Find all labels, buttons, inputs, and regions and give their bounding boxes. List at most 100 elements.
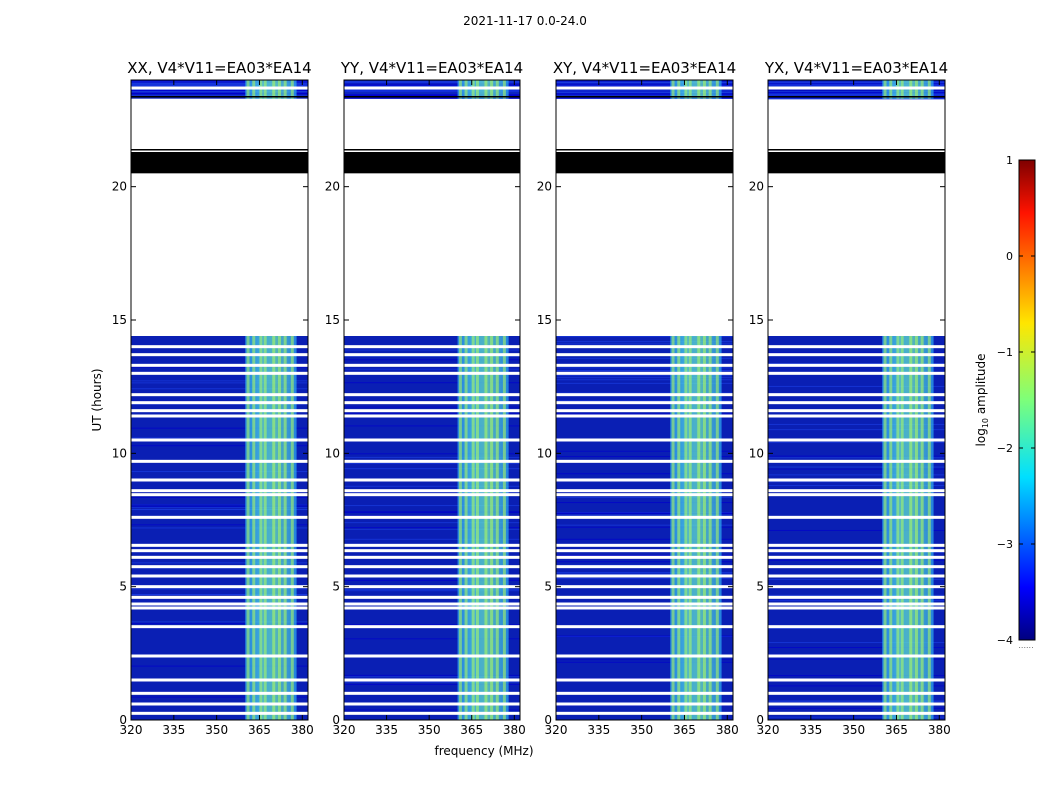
blank-line — [344, 711, 520, 715]
noise-line — [556, 91, 733, 93]
noise-line — [131, 93, 308, 95]
noise-line — [344, 590, 520, 592]
y-tick-label: 10 — [112, 446, 127, 460]
noise-line — [344, 709, 520, 711]
noise-line — [344, 684, 520, 686]
blank-line — [344, 414, 520, 418]
x-tick-label: 350 — [418, 723, 441, 737]
noise-line — [768, 642, 945, 644]
blank-line — [344, 86, 520, 90]
blank-line — [344, 409, 520, 413]
blank-line — [556, 371, 733, 375]
noise-line — [556, 90, 733, 92]
noise-line — [344, 681, 520, 683]
noise-line — [344, 624, 520, 626]
noise-line — [344, 511, 520, 513]
noise-line — [768, 84, 945, 86]
blank-line — [131, 565, 308, 569]
blank-line — [768, 606, 945, 610]
colorbar-tick-label: −3 — [997, 538, 1013, 551]
x-tick-label: 350 — [630, 723, 653, 737]
blank-line — [344, 353, 520, 357]
rfi-column — [502, 336, 506, 720]
noise-line — [556, 81, 733, 83]
noise-line — [131, 471, 308, 473]
noise-line — [768, 599, 945, 601]
noise-line — [344, 382, 520, 384]
blank-line — [556, 393, 733, 397]
noise-line — [768, 485, 945, 487]
y-tick-label: 15 — [325, 313, 340, 327]
panel-1 — [344, 80, 520, 720]
noise-line — [556, 93, 733, 95]
noise-line — [131, 388, 308, 390]
noise-line — [768, 627, 945, 629]
rfi-column — [252, 336, 256, 720]
noise-line — [768, 466, 945, 468]
rfi-column — [702, 336, 706, 720]
blank-line — [556, 678, 733, 682]
noise-line — [131, 696, 308, 698]
rfi-column — [927, 336, 931, 720]
blank-line — [131, 86, 308, 90]
noise-line — [344, 638, 520, 640]
noise-line — [556, 661, 733, 663]
noise-line — [768, 93, 945, 95]
noise-line — [556, 357, 733, 359]
blank-line — [556, 86, 733, 90]
noise-line — [344, 456, 520, 458]
noise-line — [131, 427, 308, 429]
blank-line — [344, 371, 520, 375]
noise-line — [344, 89, 520, 91]
noise-line — [768, 81, 945, 83]
noise-line — [344, 522, 520, 524]
y-tick-label: 5 — [756, 580, 764, 594]
blank-line — [768, 86, 945, 90]
noise-line — [768, 685, 945, 687]
noise-line — [768, 529, 945, 531]
noise-line — [344, 90, 520, 92]
y-tick-label: 0 — [332, 713, 340, 727]
blank-line — [556, 702, 733, 706]
blank-line — [556, 565, 733, 569]
colorbar: 1 0 −1 −2 −3 −4...... — [997, 154, 1036, 650]
noise-line — [131, 504, 308, 506]
blank-line — [768, 678, 945, 682]
noise-line — [556, 367, 733, 369]
blank-line — [556, 401, 733, 405]
blank-line — [131, 401, 308, 405]
y-tick-label: 20 — [112, 180, 127, 194]
noise-line — [131, 82, 308, 84]
noise-line — [131, 621, 308, 623]
flagged-block — [768, 152, 945, 174]
flagged-line — [768, 149, 945, 151]
noise-line — [556, 524, 733, 526]
noise-line — [768, 716, 945, 718]
rfi-column — [914, 336, 918, 720]
noise-line — [556, 343, 733, 345]
flagged-line — [556, 96, 733, 98]
noise-line — [556, 512, 733, 514]
blank-line — [344, 574, 520, 578]
blank-line — [344, 438, 520, 442]
blank-line — [344, 625, 520, 629]
noise-line — [344, 81, 520, 83]
x-tick-label: 380 — [503, 723, 526, 737]
blank-line — [768, 543, 945, 547]
rfi-column — [684, 336, 688, 720]
y-tick-label: 0 — [119, 713, 127, 727]
noise-line — [556, 400, 733, 402]
noise-line — [768, 658, 945, 660]
noise-line — [556, 341, 733, 343]
noise-line — [131, 593, 308, 595]
noise-line — [768, 91, 945, 93]
noise-line — [556, 561, 733, 563]
noise-line — [768, 707, 945, 709]
noise-line — [556, 538, 733, 540]
colorbar-tick-label: −2 — [997, 442, 1013, 455]
rfi-column — [688, 336, 692, 720]
blank-line — [768, 565, 945, 569]
rfi-column — [715, 336, 719, 720]
y-tick-label: 10 — [325, 446, 340, 460]
noise-line — [344, 84, 520, 86]
